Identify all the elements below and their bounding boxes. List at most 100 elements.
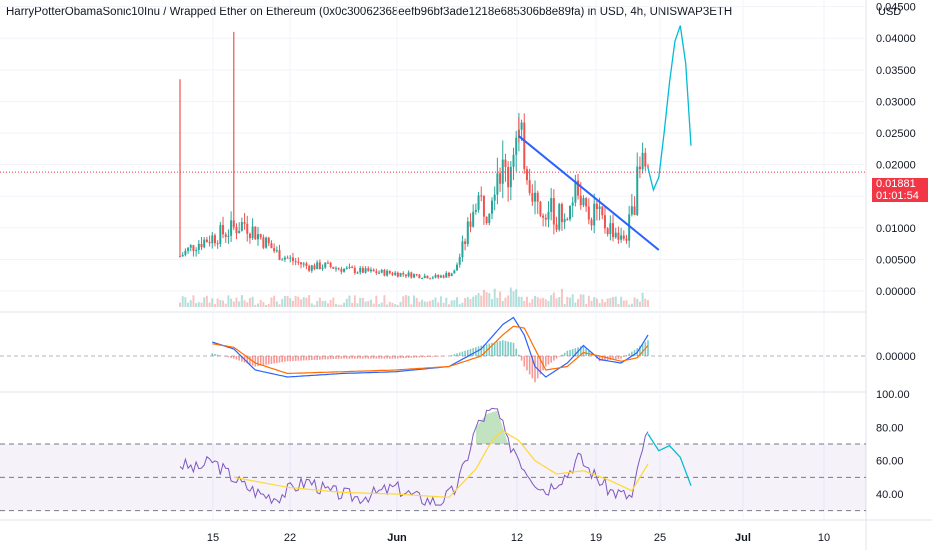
candle-body xyxy=(278,250,281,260)
candle-body xyxy=(195,249,198,251)
candle-body xyxy=(251,226,254,239)
volume-bar xyxy=(291,300,294,307)
volume-bar xyxy=(426,301,429,307)
candle-body xyxy=(421,278,424,280)
macd-histogram-bar xyxy=(289,356,292,362)
candle-body xyxy=(308,265,311,271)
candle-body xyxy=(429,278,432,280)
macd-histogram-bar xyxy=(456,353,458,356)
volume-bar xyxy=(456,297,459,307)
volume-bar xyxy=(558,297,561,307)
macd-histogram-bar xyxy=(426,356,429,358)
candle-body xyxy=(300,262,303,265)
candle-body xyxy=(386,270,389,276)
macd-histogram-bar xyxy=(281,356,284,363)
macd-histogram-bar xyxy=(488,343,491,356)
macd-signal-line xyxy=(212,325,649,375)
macd-histogram-bar xyxy=(284,356,286,362)
volume-bar xyxy=(601,299,604,307)
macd-histogram-bar xyxy=(321,356,324,360)
macd-histogram-bar xyxy=(432,356,434,357)
volume-bar xyxy=(574,302,577,307)
volume-bar xyxy=(539,298,542,307)
time-tick-label: 15 xyxy=(207,532,219,544)
macd-histogram-bar xyxy=(302,356,305,361)
volume-bar xyxy=(359,297,362,307)
macd-histogram-bar xyxy=(604,356,606,361)
volume-bar xyxy=(439,296,442,307)
macd-histogram-bar xyxy=(399,356,402,359)
rsi-tick-label: 80.00 xyxy=(876,422,904,434)
volume-bar xyxy=(200,302,203,307)
volume-bar xyxy=(547,301,550,307)
macd-histogram-bar xyxy=(267,356,270,365)
candle-body xyxy=(531,192,534,202)
macd-histogram-bar xyxy=(553,356,555,361)
candle-body xyxy=(450,273,453,277)
macd-histogram-bar xyxy=(499,340,501,356)
volume-bar xyxy=(332,297,335,307)
volume-bar xyxy=(520,296,523,307)
time-tick-label: 25 xyxy=(654,532,666,544)
volume-bar xyxy=(550,295,553,307)
candle-body xyxy=(203,239,206,248)
macd-histogram-bar xyxy=(515,348,518,356)
candle-body xyxy=(507,166,510,188)
candle-body xyxy=(404,274,407,277)
volume-bar xyxy=(509,287,512,307)
volume-bar xyxy=(466,297,469,307)
volume-bar xyxy=(431,299,434,307)
macd-histogram-bar xyxy=(345,356,348,359)
macd-histogram-bar xyxy=(308,356,310,361)
candle-body xyxy=(536,192,539,202)
candle-body xyxy=(257,234,259,240)
volume-bar xyxy=(270,297,273,307)
price-tick-label: 0.00000 xyxy=(876,286,916,298)
candle-body xyxy=(359,268,362,273)
volume-bar xyxy=(606,298,609,307)
time-axis[interactable]: 15 22 Jun 12 19 25 Jul 10 xyxy=(207,532,830,544)
volume-bar xyxy=(251,296,254,307)
candle-body xyxy=(246,223,249,234)
macd-histogram-bar xyxy=(512,342,515,356)
volume-bar xyxy=(638,301,641,307)
volume-bar xyxy=(603,302,606,307)
volume-bar xyxy=(404,295,407,307)
volume-bar xyxy=(512,291,515,307)
candle-body xyxy=(329,262,332,267)
drawing-annotations[interactable] xyxy=(0,25,866,486)
candle-body xyxy=(620,235,623,240)
macd-histogram-bar xyxy=(413,356,415,358)
macd-histogram-bar xyxy=(598,356,601,362)
price-tick-label: 0.04500 xyxy=(876,2,916,14)
volume-bar xyxy=(410,304,413,307)
rsi-pane xyxy=(179,407,649,506)
volume-bar xyxy=(598,303,601,307)
candle-body xyxy=(472,211,475,227)
candle-body xyxy=(372,269,375,272)
macd-histogram-bar xyxy=(571,349,574,356)
macd-histogram-bar xyxy=(421,356,423,358)
macd-histogram-bar xyxy=(561,354,563,356)
macd-histogram-bar xyxy=(324,356,327,360)
macd-histogram-bar xyxy=(235,356,238,360)
macd-histogram-bar xyxy=(310,356,313,361)
candle-body xyxy=(369,269,372,272)
volume-bar xyxy=(585,303,588,307)
volume-bar xyxy=(579,294,582,307)
volume-bar xyxy=(569,297,571,307)
candle-body xyxy=(364,268,367,273)
candle-body xyxy=(571,202,574,206)
volume-bar xyxy=(458,304,461,307)
volume-bar xyxy=(232,301,235,307)
price-axis[interactable]: 0.04500 0.04000 0.03500 0.03000 0.02500 0.020… xyxy=(876,2,916,501)
currency-label[interactable]: USD xyxy=(878,6,902,18)
macd-histogram-bar xyxy=(246,356,249,364)
time-tick-label: 10 xyxy=(818,532,830,544)
volume-bar xyxy=(329,299,332,307)
macd-histogram-bar xyxy=(507,341,509,356)
volume-bar xyxy=(205,295,208,307)
candle-body xyxy=(437,274,440,278)
volume-bar xyxy=(434,297,437,307)
